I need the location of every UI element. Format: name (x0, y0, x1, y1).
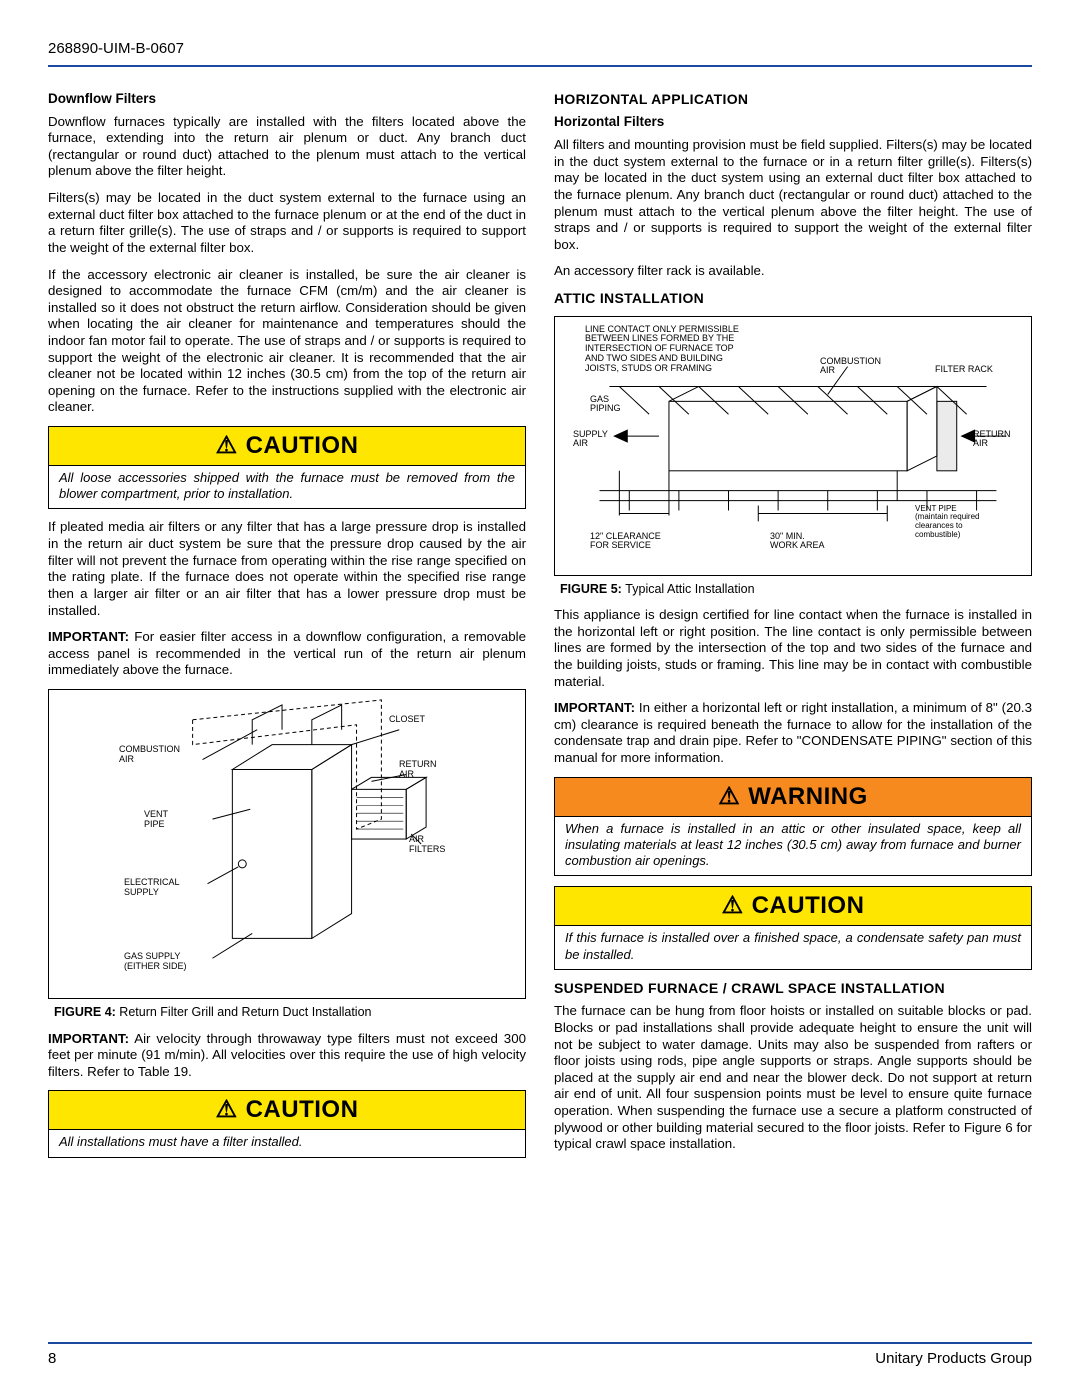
para: IMPORTANT: In either a horizontal left o… (554, 700, 1032, 766)
para: An accessory filter rack is available. (554, 263, 1032, 280)
warning-box: ⚠ WARNING When a furnace is installed in… (554, 777, 1032, 877)
fig4-label-combustion: COMBUSTION AIR (119, 745, 180, 765)
important-label: IMPORTANT: (48, 1031, 129, 1046)
fig5-label-combustion: COMBUSTION AIR (820, 357, 881, 377)
heading-horizontal-app: HORIZONTAL APPLICATION (554, 91, 1032, 109)
fig4-label-filters: AIR FILTERS (409, 835, 445, 855)
para: Downflow furnaces typically are installe… (48, 114, 526, 180)
caution-box: ⚠ CAUTION All loose accessories shipped … (48, 426, 526, 510)
caution-title: CAUTION (246, 431, 359, 461)
caution-body: If this furnace is installed over a fini… (555, 926, 1031, 965)
fig4-label-gas: GAS SUPPLY (EITHER SIDE) (124, 952, 187, 972)
para: Filters(s) may be located in the duct sy… (48, 190, 526, 256)
heading-attic: ATTIC INSTALLATION (554, 290, 1032, 308)
figure-5-caption-text: Typical Attic Installation (625, 582, 754, 596)
fig4-label-return: RETURN AIR (399, 760, 437, 780)
fig5-label-filter: FILTER RACK (935, 365, 993, 375)
caution-title: CAUTION (246, 1095, 359, 1125)
caution-header: ⚠ CAUTION (555, 887, 1031, 926)
fig5-label-return: RETURN AIR (973, 430, 1011, 450)
caution-title: CAUTION (752, 891, 865, 921)
right-column: HORIZONTAL APPLICATION Horizontal Filter… (554, 87, 1032, 1168)
figure-4-caption-num: FIGURE 4: (54, 1005, 119, 1019)
fig5-label-work: 30" MIN. WORK AREA (770, 532, 825, 552)
figure-5-caption-num: FIGURE 5: (560, 582, 625, 596)
caution-header: ⚠ CAUTION (49, 427, 525, 466)
doc-number: 268890-UIM-B-0607 (48, 40, 184, 57)
important-label: IMPORTANT: (48, 629, 129, 644)
fig5-label-gas: GAS PIPING (590, 395, 621, 415)
important-label: IMPORTANT: (554, 700, 635, 715)
content-columns: Downflow Filters Downflow furnaces typic… (48, 87, 1032, 1168)
para: If the accessory electronic air cleaner … (48, 267, 526, 416)
figure-4-caption: FIGURE 4: Return Filter Grill and Return… (54, 1005, 526, 1021)
para: If pleated media air filters or any filt… (48, 519, 526, 619)
warning-triangle-icon: ⚠ (216, 434, 238, 458)
page-footer: 8 Unitary Products Group (48, 1342, 1032, 1369)
fig4-label-vent: VENT PIPE (144, 810, 168, 830)
para: IMPORTANT: Air velocity through throwawa… (48, 1031, 526, 1081)
heading-suspended: SUSPENDED FURNACE / CRAWL SPACE INSTALLA… (554, 980, 1032, 998)
footer-group: Unitary Products Group (875, 1350, 1032, 1369)
warning-header: ⚠ WARNING (555, 778, 1031, 817)
figure-4-svg (49, 690, 525, 998)
warning-triangle-icon: ⚠ (722, 894, 744, 918)
heading-horizontal-filters: Horizontal Filters (554, 114, 1032, 131)
fig4-label-closet: CLOSET (389, 715, 425, 725)
warning-body: When a furnace is installed in an attic … (555, 817, 1031, 872)
figure-4-caption-text: Return Filter Grill and Return Duct Inst… (119, 1005, 371, 1019)
warning-triangle-icon: ⚠ (216, 1098, 238, 1122)
heading-downflow: Downflow Filters (48, 91, 526, 108)
warning-triangle-icon: ⚠ (718, 785, 740, 809)
para: This appliance is design certified for l… (554, 607, 1032, 690)
fig5-label-top: LINE CONTACT ONLY PERMISSIBLE BETWEEN LI… (585, 325, 739, 374)
left-column: Downflow Filters Downflow furnaces typic… (48, 87, 526, 1168)
caution-box: ⚠ CAUTION If this furnace is installed o… (554, 886, 1032, 970)
para: All filters and mounting provision must … (554, 137, 1032, 253)
para: IMPORTANT: For easier filter access in a… (48, 629, 526, 679)
fig5-label-clearance: 12" CLEARANCE FOR SERVICE (590, 532, 661, 552)
caution-body: All loose accessories shipped with the f… (49, 466, 525, 505)
fig5-label-supply: SUPPLY AIR (573, 430, 608, 450)
caution-body: All installations must have a filter ins… (49, 1130, 525, 1152)
figure-5-caption: FIGURE 5: Typical Attic Installation (560, 582, 1032, 598)
para: The furnace can be hung from floor hoist… (554, 1003, 1032, 1152)
figure-4: CLOSET COMBUSTION AIR RETURN AIR VENT PI… (48, 689, 526, 999)
warning-title: WARNING (748, 782, 868, 812)
doc-header: 268890-UIM-B-0607 (48, 40, 1032, 67)
caution-header: ⚠ CAUTION (49, 1091, 525, 1130)
figure-5: LINE CONTACT ONLY PERMISSIBLE BETWEEN LI… (554, 316, 1032, 576)
fig5-label-vent: VENT PIPE (maintain required clearances … (915, 505, 979, 540)
page-number: 8 (48, 1350, 56, 1369)
fig4-label-electrical: ELECTRICAL SUPPLY (124, 878, 180, 898)
caution-box: ⚠ CAUTION All installations must have a … (48, 1090, 526, 1157)
